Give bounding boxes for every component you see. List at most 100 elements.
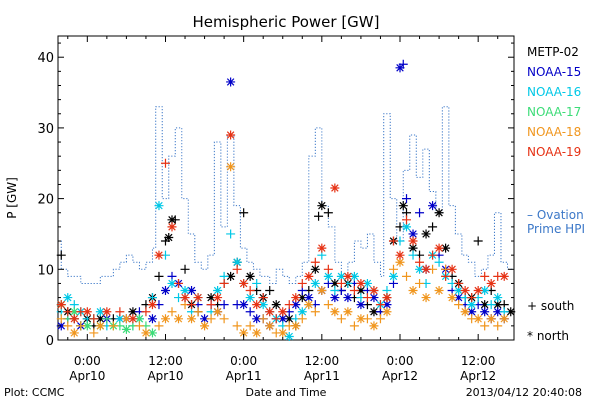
point-south <box>314 211 324 221</box>
point-north <box>304 293 314 303</box>
legend-entry: NOAA-19 <box>527 145 581 159</box>
point-north <box>343 293 353 303</box>
point-south <box>349 321 359 331</box>
point-south <box>174 278 184 288</box>
point-north <box>278 307 288 317</box>
point-south <box>486 300 496 310</box>
legend-ovation-line2: Prime HPI <box>527 222 585 236</box>
point-south <box>258 293 268 303</box>
point-south <box>226 229 236 239</box>
point-north <box>95 321 105 331</box>
point-north <box>180 293 190 303</box>
point-south <box>428 222 438 232</box>
point-south <box>402 215 412 225</box>
point-north <box>278 314 288 324</box>
point-north <box>480 286 490 296</box>
x-tick-label-date: Apr10 <box>69 369 105 383</box>
point-south <box>245 286 255 296</box>
point-north <box>291 293 301 303</box>
point-north <box>239 278 249 288</box>
point-north <box>95 314 105 324</box>
point-south <box>297 278 307 288</box>
point-north <box>356 286 366 296</box>
legend-ovation-line1: – Ovation <box>527 208 584 222</box>
point-north <box>362 278 372 288</box>
x-tick-label-time: 12:00 <box>305 354 340 368</box>
axes: 0102030400:00Apr1012:00Apr100:00Apr1112:… <box>37 36 514 383</box>
point-south <box>398 59 408 69</box>
point-north <box>56 300 66 310</box>
point-north <box>447 293 457 303</box>
point-north <box>115 314 125 324</box>
point-south <box>454 300 464 310</box>
point-north <box>486 314 496 324</box>
point-north <box>134 314 144 324</box>
legend-entry: NOAA-16 <box>527 85 581 99</box>
point-north <box>447 264 457 274</box>
point-north <box>323 271 333 281</box>
point-north <box>395 257 405 267</box>
point-south <box>219 278 229 288</box>
point-north <box>69 314 79 324</box>
point-south <box>434 257 444 267</box>
point-north <box>102 307 112 317</box>
point-south <box>167 307 177 317</box>
point-north <box>245 271 255 281</box>
point-south <box>219 300 229 310</box>
x-tick-label-date: Apr11 <box>226 369 262 383</box>
x-tick-label-date: Apr12 <box>460 369 496 383</box>
point-north <box>382 300 392 310</box>
point-south <box>388 264 398 274</box>
point-north <box>310 278 320 288</box>
point-south <box>56 314 66 324</box>
footer-timestamp: 2013/04/12 20:40:08 <box>466 386 582 399</box>
point-south <box>245 307 255 317</box>
point-south <box>265 286 275 296</box>
point-north <box>95 307 105 317</box>
point-south <box>187 300 197 310</box>
point-north <box>121 324 131 334</box>
point-south <box>170 215 180 225</box>
point-north <box>473 314 483 324</box>
point-south <box>415 257 425 267</box>
point-north <box>213 307 223 317</box>
point-north <box>226 162 236 172</box>
point-south <box>108 321 118 331</box>
point-south <box>362 314 372 324</box>
point-south <box>310 307 320 317</box>
point-north <box>395 63 405 73</box>
point-north <box>460 286 470 296</box>
point-north <box>252 300 262 310</box>
point-north <box>434 286 444 296</box>
x-axis-label: Date and Time <box>246 386 327 399</box>
point-north <box>265 307 275 317</box>
x-tick-label-time: 0:00 <box>74 354 101 368</box>
point-north <box>213 293 223 303</box>
point-north <box>271 300 281 310</box>
point-south <box>480 271 490 281</box>
point-north <box>493 300 503 310</box>
point-north <box>460 307 470 317</box>
point-north <box>226 130 236 140</box>
legend-entry: NOAA-15 <box>527 65 581 79</box>
point-south <box>415 208 425 218</box>
point-south <box>362 293 372 303</box>
point-south <box>89 314 99 324</box>
point-north <box>174 314 184 324</box>
x-tick-label-time: 12:00 <box>148 354 183 368</box>
point-north <box>493 293 503 303</box>
point-north <box>441 243 451 253</box>
point-north <box>167 222 177 232</box>
point-north <box>297 307 307 317</box>
point-north <box>141 328 151 338</box>
point-north <box>506 307 516 317</box>
point-north <box>63 293 73 303</box>
point-north <box>434 243 444 253</box>
point-north <box>398 201 408 211</box>
point-north <box>369 307 379 317</box>
point-north <box>382 293 392 303</box>
point-north <box>486 278 496 288</box>
point-north <box>330 307 340 317</box>
x-tick-label-time: 12:00 <box>461 354 496 368</box>
